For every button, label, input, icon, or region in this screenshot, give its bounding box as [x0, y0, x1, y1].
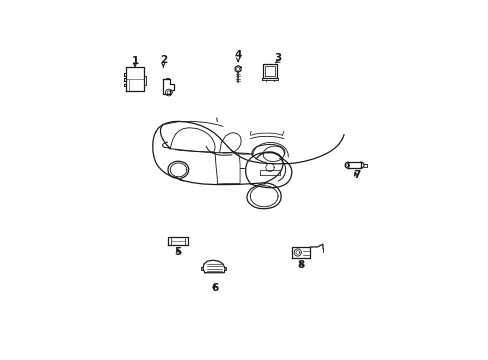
Text: 8: 8: [297, 260, 304, 270]
Text: 4: 4: [234, 50, 242, 60]
Text: 2: 2: [160, 55, 166, 66]
Text: 7: 7: [353, 170, 360, 180]
Text: 1: 1: [131, 56, 139, 66]
Text: 3: 3: [274, 53, 282, 63]
Text: 5: 5: [174, 247, 181, 257]
Text: 6: 6: [210, 283, 218, 293]
